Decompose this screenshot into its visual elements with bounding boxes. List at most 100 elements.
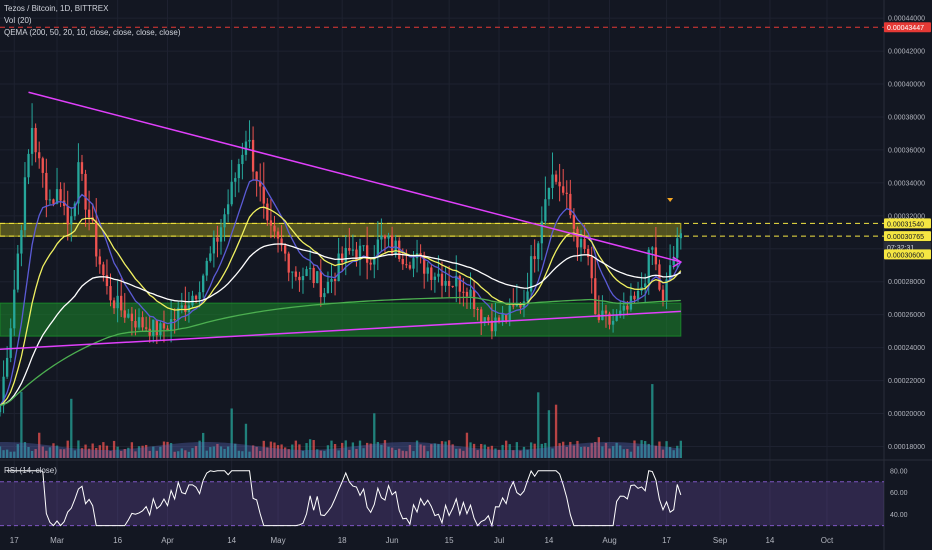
volume-bar (230, 408, 233, 458)
candle-body (562, 186, 565, 193)
candle-body (34, 127, 37, 153)
candle-body (383, 235, 387, 239)
candle (348, 228, 351, 255)
candle-body (237, 164, 240, 179)
qema-legend[interactable]: QEMA (200, 50, 20, 10, close, close, clo… (4, 28, 181, 37)
ascending-trendline (0, 310, 681, 351)
volume-bar (447, 440, 451, 458)
candle-body (191, 295, 194, 306)
candle-body (398, 240, 401, 259)
candle (80, 154, 84, 181)
candle (73, 201, 77, 221)
volume-bar (27, 446, 30, 458)
ema-10-line (0, 179, 682, 406)
volume-bar (73, 450, 77, 458)
volume-bar (526, 449, 529, 458)
volume-bar (20, 391, 23, 458)
candle (376, 221, 379, 271)
volume-legend[interactable]: Vol (20) (4, 16, 32, 25)
volume-bar (423, 445, 426, 458)
time-axis[interactable]: 17 Mar 16 Apr 14 May 18 Jun 15 Jul 14 Aug 17 Sep 14 Oct (10, 536, 834, 545)
candle-body (476, 309, 479, 311)
volume-bar (112, 440, 116, 458)
candle-body (216, 237, 219, 242)
candle-body (294, 271, 298, 277)
rsi-legend[interactable]: RSI (14, close) (4, 466, 57, 475)
candle-body (622, 305, 625, 311)
candle (237, 158, 240, 193)
candle-body (116, 295, 119, 309)
candle-body (266, 203, 269, 221)
volume-bar (679, 440, 682, 458)
volume-bar (398, 448, 401, 458)
volume-bar (298, 444, 301, 458)
candle-body (676, 238, 679, 258)
candle-body (209, 253, 212, 261)
candle (565, 180, 568, 210)
candle (127, 308, 130, 319)
candle-body (9, 328, 12, 358)
volume-bar (341, 442, 344, 458)
candle-body (362, 245, 365, 247)
candle-body (658, 264, 661, 290)
volume-bar (433, 443, 437, 458)
candle-body (604, 310, 608, 314)
candle-body (586, 248, 590, 258)
candle-body (615, 314, 618, 321)
volume-bar (34, 448, 37, 458)
volume-bar (472, 443, 476, 458)
candle-body (494, 317, 497, 332)
candle-body (298, 276, 301, 281)
candle (137, 308, 141, 330)
candle-body (626, 305, 629, 310)
candle (344, 234, 347, 276)
price-tick-label: 0.00044000 (888, 16, 925, 23)
price-tick-label: 0.00022000 (888, 378, 925, 385)
volume-bar (597, 437, 600, 458)
volume-bar (476, 450, 479, 458)
candle (120, 278, 123, 318)
volume-bar (547, 410, 551, 458)
candle-body (512, 305, 515, 307)
volume-bar (394, 450, 397, 458)
candle (362, 245, 365, 252)
candle (380, 218, 383, 252)
candle (661, 285, 665, 307)
volume-bar (87, 448, 91, 458)
candle-body (387, 235, 390, 239)
volume-bar (70, 398, 73, 458)
volume-bars (0, 384, 682, 458)
candle-body (537, 243, 540, 260)
symbol-legend[interactable]: Tezos / Bitcoin, 1D, BITTREX (4, 4, 109, 13)
volume-bar (544, 442, 547, 458)
candle (191, 290, 194, 308)
price-axis[interactable]: 0.00044000 0.00042000 0.00040000 0.00038000… (888, 16, 925, 520)
price-tag: 0.00043447 (884, 22, 931, 33)
candle-body (358, 245, 362, 261)
candle (455, 255, 458, 303)
volume-bar (202, 432, 205, 458)
volume-bar (604, 442, 608, 458)
volume-bar (480, 443, 483, 458)
time-tick-label: May (270, 536, 285, 545)
volume-bar (305, 443, 308, 458)
candle-body (647, 249, 650, 284)
candle (276, 227, 280, 253)
volume-bar (291, 444, 294, 458)
candle (177, 301, 180, 330)
candle (679, 229, 682, 250)
candle-body (369, 262, 372, 265)
volume-bar (437, 444, 440, 458)
volume-bar (358, 440, 362, 458)
volume-bar (312, 440, 315, 458)
candle (130, 306, 134, 336)
candle-body (280, 238, 283, 246)
volume-bar (209, 447, 212, 458)
candle (330, 264, 333, 294)
volume-bar (184, 450, 187, 458)
candle (298, 271, 301, 292)
time-tick-label: 16 (113, 536, 122, 545)
candle-body (38, 152, 41, 159)
volume-bar (251, 445, 255, 458)
candle (77, 143, 80, 215)
